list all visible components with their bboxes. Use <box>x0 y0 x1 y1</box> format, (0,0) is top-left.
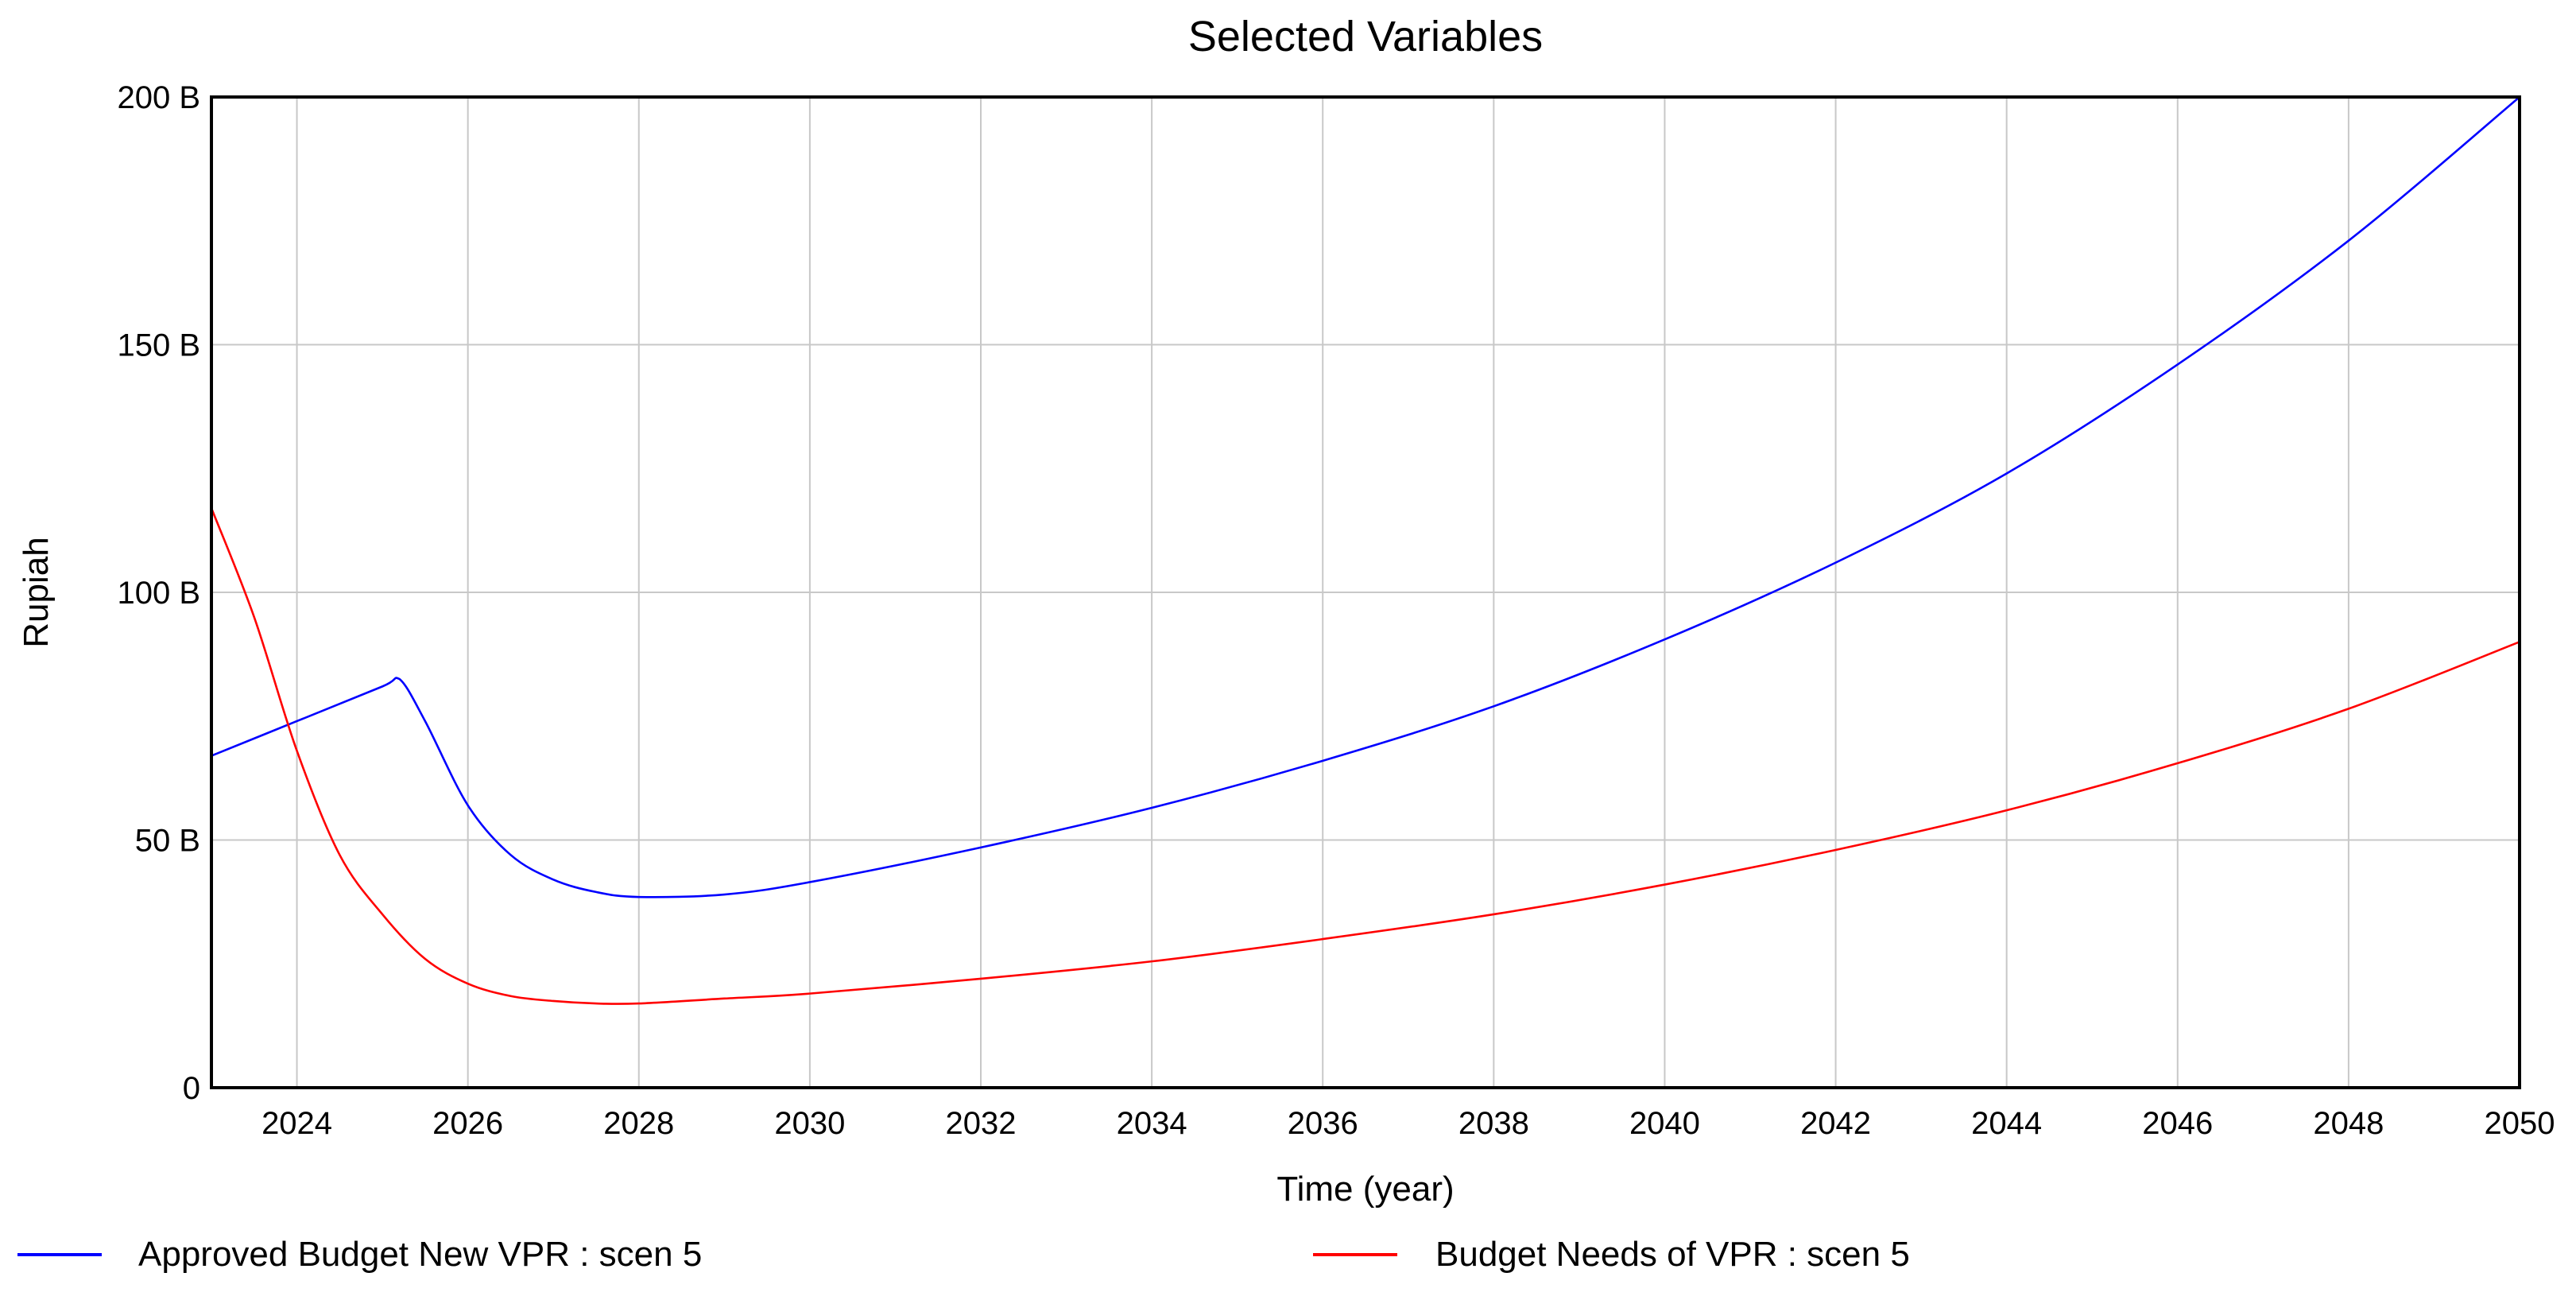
series-layer <box>210 95 2521 1005</box>
x-tick-label-2050: 2050 <box>2485 1106 2555 1141</box>
horizontal-gridlines <box>211 343 2520 841</box>
y-tick-label-200: 200 B <box>117 80 200 115</box>
x-tick-label-2042: 2042 <box>1800 1106 1871 1141</box>
x-tick-label-2024: 2024 <box>261 1106 332 1141</box>
x-tick-label-2034: 2034 <box>1117 1106 1187 1141</box>
x-axis-label: Time (year) <box>1276 1170 1454 1209</box>
chart-title: Selected Variables <box>1188 13 1543 60</box>
x-tick-label-2038: 2038 <box>1458 1106 1529 1141</box>
plot-area-frame <box>210 95 2521 1089</box>
y-tick-label-0: 0 <box>183 1071 200 1106</box>
y-tick-label-100: 100 B <box>117 576 200 611</box>
y-axis-label: Rupiah <box>17 537 56 647</box>
legend-label-approved-budget: Approved Budget New VPR : scen 5 <box>138 1235 702 1274</box>
series-line-budget-needs <box>210 506 2521 1005</box>
x-axis-tick-labels: 2024 2026 2028 2030 2032 2034 2036 2038 2040 2042… <box>261 1106 2555 1141</box>
series-line-approved-budget <box>210 95 2521 898</box>
x-tick-label-2048: 2048 <box>2313 1106 2384 1141</box>
x-tick-label-2046: 2046 <box>2142 1106 2213 1141</box>
x-tick-label-2036: 2036 <box>1288 1106 1358 1141</box>
legend-label-budget-needs: Budget Needs of VPR : scen 5 <box>1435 1235 1910 1274</box>
x-tick-label-2044: 2044 <box>1971 1106 2042 1141</box>
x-tick-label-2028: 2028 <box>603 1106 674 1141</box>
y-tick-label-50: 50 B <box>135 824 200 859</box>
x-tick-label-2040: 2040 <box>1629 1106 1700 1141</box>
x-tick-label-2030: 2030 <box>774 1106 845 1141</box>
x-tick-label-2032: 2032 <box>946 1106 1017 1141</box>
legend: Approved Budget New VPR : scen 5 Budget … <box>17 1235 1910 1274</box>
y-tick-label-150: 150 B <box>117 328 200 363</box>
y-axis-tick-labels: 0 50 B 100 B 150 B 200 B <box>117 80 200 1106</box>
x-tick-label-2026: 2026 <box>432 1106 503 1141</box>
